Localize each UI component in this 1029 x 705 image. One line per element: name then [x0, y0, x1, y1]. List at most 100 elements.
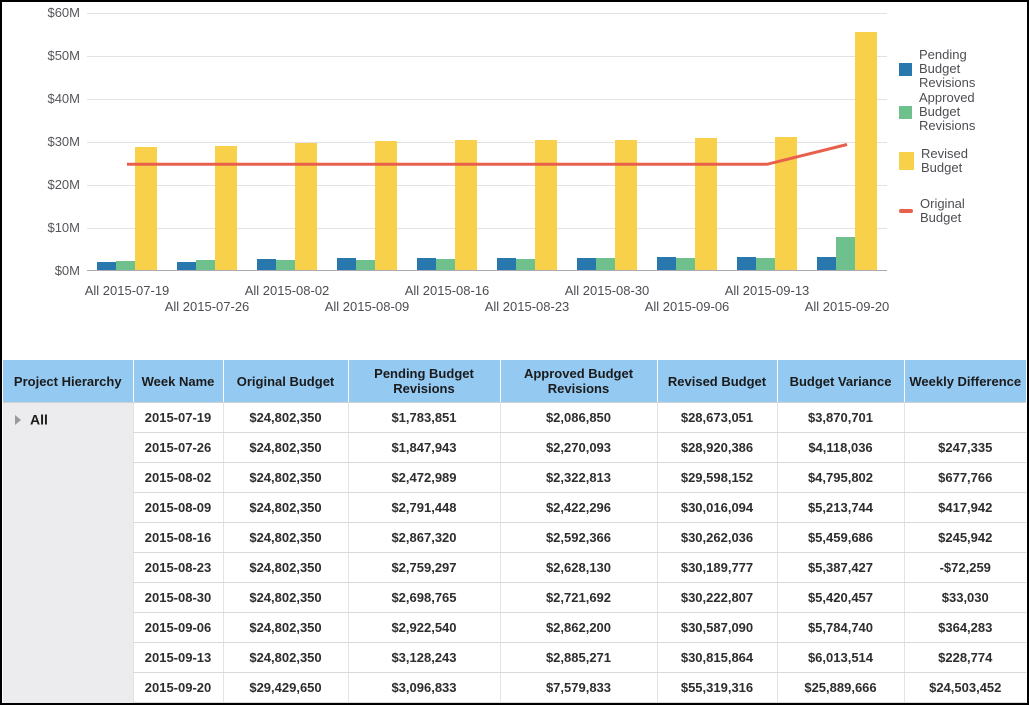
x-axis-label: All 2015-07-26: [164, 299, 250, 314]
legend-label: Approved Budget Revisions: [919, 90, 976, 133]
legend-label: Revised Budget: [921, 146, 968, 175]
legend-item-revised-budget: Revised Budget: [899, 147, 1027, 175]
column-header-original-budget: Original Budget: [222, 360, 348, 403]
pending-budget-revisions-bar: [577, 258, 596, 270]
week-name-cell: 2015-07-19: [132, 402, 223, 433]
week-name-cell: 2015-08-23: [132, 552, 223, 583]
approved-budget-revisions-bar: [676, 258, 695, 270]
approved-budget-revisions-bar: [436, 259, 455, 270]
gridline: [87, 13, 887, 14]
pending-budget-revisions-bar: [97, 262, 116, 270]
chart-legend: Pending Budget Revisions Approved Budget …: [899, 48, 1027, 225]
legend-item-original-budget: Original Budget: [899, 197, 1027, 225]
weekly-difference-cell: [903, 402, 1026, 433]
column-header-budget-variance: Budget Variance: [776, 360, 904, 403]
column-header-pending-budget-revisions: Pending Budget Revisions: [347, 360, 500, 403]
revised-budget-cell: $30,262,036: [656, 522, 777, 553]
weekly-difference-cell: $417,942: [903, 492, 1026, 523]
table-row: 2015-09-06 $24,802,350 $2,922,540 $2,862,20…: [3, 612, 1026, 643]
table-row: 2015-08-23 $24,802,350 $2,759,297 $2,628,13…: [3, 552, 1026, 583]
pending-budget-revisions-bar: [177, 262, 196, 270]
budget-variance-cell: $5,784,740: [776, 612, 904, 643]
approved-budget-revisions-bar: [196, 260, 215, 270]
week-name-cell: 2015-09-20: [132, 672, 223, 703]
x-axis-label: All 2015-09-06: [644, 299, 730, 314]
table-row: 2015-08-16 $24,802,350 $2,867,320 $2,592,36…: [3, 522, 1026, 553]
pending-budget-revisions-cell: $2,698,765: [347, 582, 500, 613]
approved-budget-revisions-bar: [836, 237, 855, 270]
approved-budget-revisions-cell: $2,270,093: [499, 432, 657, 463]
gridline: [87, 228, 887, 229]
table-row: 2015-08-30 $24,802,350 $2,698,765 $2,721,69…: [3, 582, 1026, 613]
original-budget-swatch-icon: [899, 209, 913, 213]
pending-budget-revisions-bar: [417, 258, 436, 270]
budget-variance-cell: $25,889,666: [776, 672, 904, 703]
revised-budget-cell: $30,016,094: [656, 492, 777, 523]
weekly-difference-cell: $245,942: [903, 522, 1026, 553]
budget-variance-cell: $5,387,427: [776, 552, 904, 583]
pending-budget-revisions-cell: $3,096,833: [347, 672, 500, 703]
y-axis-label: $20M: [47, 177, 80, 192]
budget-table-section: Project Hierarchy Week Name Original Budge…: [3, 360, 1026, 703]
approved-budget-revisions-bar: [116, 261, 135, 270]
week-name-cell: 2015-08-02: [132, 462, 223, 493]
weekly-difference-cell: $24,503,452: [903, 672, 1026, 703]
approved-budget-revisions-cell: $2,592,366: [499, 522, 657, 553]
pending-budget-revisions-cell: $1,847,943: [347, 432, 500, 463]
approved-budget-revisions-cell: $2,885,271: [499, 642, 657, 673]
pending-budget-revisions-bar: [497, 258, 516, 270]
approved-budget-revisions-bar: [356, 260, 375, 270]
revised-budget-bar: [135, 147, 157, 270]
approved-budget-revisions-cell: $2,086,850: [499, 402, 657, 433]
week-name-cell: 2015-09-06: [132, 612, 223, 643]
budget-chart: $0M $10M $20M $30M $40M $50M $60M All 2015-07-…: [2, 2, 1027, 352]
original-budget-cell: $24,802,350: [222, 492, 348, 523]
gridline: [87, 185, 887, 186]
pending-budget-revisions-cell: $2,472,989: [347, 462, 500, 493]
revised-budget-bar: [775, 137, 797, 270]
x-axis-label: All 2015-08-16: [404, 283, 490, 298]
original-budget-cell: $24,802,350: [222, 552, 348, 583]
revised-budget-bar: [615, 140, 637, 270]
legend-label: Pending Budget Revisions: [919, 47, 976, 90]
chart-plot-area: [87, 13, 887, 271]
original-budget-cell: $24,802,350: [222, 432, 348, 463]
revised-budget-bar: [855, 32, 877, 270]
table-row: 2015-09-13 $24,802,350 $3,128,243 $2,885,27…: [3, 642, 1026, 673]
pending-budget-revisions-bar: [657, 257, 676, 270]
budget-variance-cell: $5,420,457: [776, 582, 904, 613]
revised-budget-cell: $28,920,386: [656, 432, 777, 463]
budget-variance-cell: $4,795,802: [776, 462, 904, 493]
y-axis-label: $50M: [47, 48, 80, 63]
weekly-difference-cell: $677,766: [903, 462, 1026, 493]
original-budget-cell: $29,429,650: [222, 672, 348, 703]
x-axis-label: All 2015-08-23: [484, 299, 570, 314]
y-axis-label: $0M: [54, 263, 80, 278]
column-header-revised-budget: Revised Budget: [656, 360, 777, 403]
original-budget-cell: $24,802,350: [222, 462, 348, 493]
table-row: 2015-09-20 $29,429,650 $3,096,833 $7,579,83…: [3, 672, 1026, 703]
expand-all-icon[interactable]: [15, 414, 21, 425]
week-name-cell: 2015-09-13: [132, 642, 223, 673]
weekly-difference-cell: $228,774: [903, 642, 1026, 673]
x-axis-label: All 2015-08-30: [564, 283, 650, 298]
y-axis-label: $30M: [47, 134, 80, 149]
budget-variance-cell: $5,459,686: [776, 522, 904, 553]
y-axis-label: $40M: [47, 91, 80, 106]
weekly-difference-cell: $364,283: [903, 612, 1026, 643]
approved-budget-revisions-cell: $2,322,813: [499, 462, 657, 493]
revised-budget-bar: [215, 146, 237, 270]
revised-budget-bar: [695, 138, 717, 270]
column-header-weekly-difference: Weekly Difference: [903, 360, 1026, 403]
budget-variance-cell: $6,013,514: [776, 642, 904, 673]
weekly-difference-cell: -$72,259: [903, 552, 1026, 583]
revised-budget-cell: $28,673,051: [656, 402, 777, 433]
table-header-row: Project Hierarchy Week Name Original Budge…: [3, 360, 1026, 403]
approved-budget-revisions-bar: [516, 259, 535, 270]
approved-budget-revisions-cell: $2,422,296: [499, 492, 657, 523]
x-axis-label: All 2015-09-13: [724, 283, 810, 298]
legend-item-approved-budget-revisions: Approved Budget Revisions: [899, 91, 1027, 133]
pending-budget-revisions-cell: $2,791,448: [347, 492, 500, 523]
revised-budget-bar: [295, 143, 317, 270]
